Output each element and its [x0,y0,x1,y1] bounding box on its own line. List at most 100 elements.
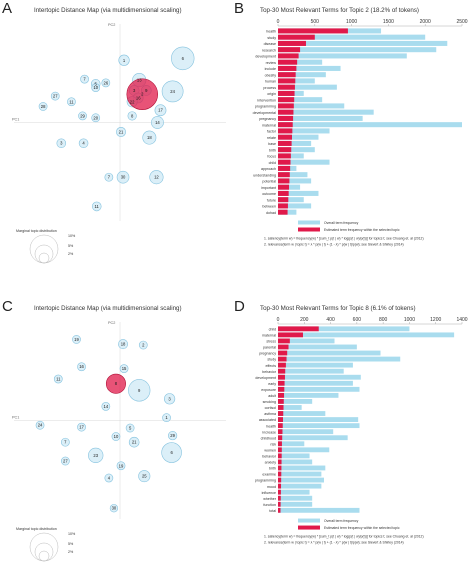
bar-overall-frequency [278,411,326,416]
topic-label: 1 [165,415,168,420]
topic-label: 11 [56,377,61,382]
bar-topic-frequency [278,84,295,90]
legend-label: Overall term frequency [324,519,359,523]
bar-overall-frequency [278,501,313,507]
chart-title: Intertopic Distance Map (via multidimens… [34,305,182,312]
chart-title: Intertopic Distance Map (via multidimens… [34,7,182,14]
term-label: future [267,198,276,202]
topic-bubble [67,97,76,107]
bar-topic-frequency [278,197,289,203]
topic-label: 8 [115,381,118,386]
topic-bubble [116,170,130,184]
topic-label: 30 [121,175,126,180]
bar-topic-frequency [278,190,289,196]
legend-circle [38,550,50,562]
legend-label: 10% [68,532,76,536]
term-label: include [265,67,276,71]
bar-overall-frequency [278,338,335,344]
bar-overall-frequency [278,380,353,386]
bar-topic-frequency [278,97,295,103]
topic-label: 4 [108,476,111,481]
term-label: early [268,382,276,386]
term-label: relate [267,136,276,140]
topic-bubble-selected [105,373,126,394]
bar-overall-frequency [278,326,410,332]
bar-overall-frequency [278,332,455,338]
panel-letter: D [234,298,245,315]
bar-overall-frequency [278,109,374,115]
x-tick-label: 200 [300,317,309,323]
topic-bubble [35,420,45,430]
x-tick-label: 1400 [456,317,467,323]
bar-overall-frequency [278,405,302,410]
x-axis-label: PC1 [12,118,19,122]
bar-overall-frequency [278,368,344,374]
topic-label: 12 [154,175,159,180]
bar-overall-frequency [278,172,308,178]
bar-overall-frequency [278,441,305,447]
topic-bubble [72,335,81,344]
topic-label: 3 [133,88,136,93]
topic-label: 11 [95,204,100,209]
bar-overall-frequency [278,103,345,109]
term-label: examine [262,473,276,477]
bar-topic-frequency [278,147,292,153]
bar-topic-frequency [278,53,299,59]
bar-topic-frequency [278,326,319,332]
bar-overall-frequency [278,134,319,140]
term-label: risk [270,442,276,446]
bar-overall-frequency [278,59,323,65]
bar-topic-frequency [278,405,284,410]
bar-overall-frequency [278,399,313,404]
topic-bubble [116,126,126,137]
topic-label: 2 [142,343,145,348]
bar-overall-frequency [278,350,381,356]
bar-overall-frequency [278,465,326,471]
bar-overall-frequency [278,392,339,398]
topic-label: 24 [170,89,175,94]
bar-overall-frequency [278,65,341,71]
topic-bubble-selected [126,78,159,110]
topic-bubble [104,172,114,182]
term-label: study [267,36,276,40]
x-tick-label: 2000 [420,19,431,25]
bar-topic-frequency [278,495,281,501]
topic-label: 9 [145,88,148,93]
topic-label: 1 [123,58,126,63]
legend-label: 2% [68,252,74,256]
topic-bubble [163,393,176,405]
topic-bubble [60,437,70,447]
bar-overall-frequency [278,115,363,121]
bar-topic-frequency [278,417,283,422]
topic-bubble [118,54,130,66]
term-label: between [262,205,276,209]
bar-overall-frequency [278,417,359,422]
term-label: potential [262,180,276,184]
term-label: childhood [261,436,276,440]
term-label: maternal [262,123,276,127]
topic-label: 16 [79,364,84,369]
bar-overall-frequency [278,147,315,153]
legend-circle [34,542,54,562]
bar-topic-frequency [278,435,283,441]
bar-topic-frequency [278,368,286,374]
topic-bubble [171,46,195,71]
term-label: developmental [253,111,277,115]
bar-topic-frequency [278,471,282,477]
legend-label: Estimated term frequency within the sele… [324,526,400,530]
term-label: outcome [262,192,276,196]
topic-label: 15 [122,366,127,371]
bar-overall-frequency [278,122,462,128]
term-label: birth [269,467,276,471]
bar-overall-frequency [278,40,448,46]
panel-c-intertopic-map: C Intertopic Distance Map (via multidimen… [2,298,226,562]
legend-label: 2% [68,550,74,554]
bar-topic-frequency [278,374,285,380]
legend-label: 5% [68,542,74,546]
term-label: associated [259,418,276,422]
bar-overall-frequency [278,84,337,90]
bar-overall-frequency [278,386,360,392]
term-label: base [268,142,276,146]
bar-topic-frequency [278,172,290,178]
topic-label: 16 [136,95,141,100]
